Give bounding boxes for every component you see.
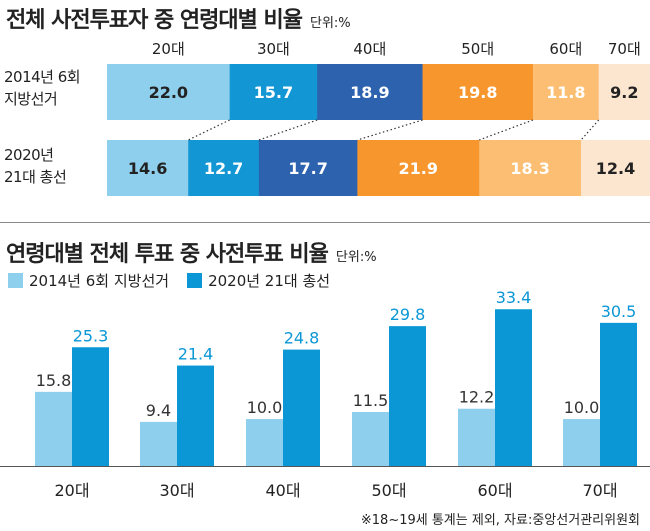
bar-value-1-3: 29.8 xyxy=(390,305,426,324)
age-label-1: 30대 xyxy=(256,40,290,58)
stack-label-0-5: 9.2 xyxy=(610,83,638,102)
stack-connector-4 xyxy=(478,119,534,141)
stack-connector-1 xyxy=(187,119,230,141)
bar-value-0-4: 12.2 xyxy=(459,388,495,407)
legend-label-2020: 2020년 21대 총선 xyxy=(208,272,331,290)
stack-label-1-1: 12.7 xyxy=(204,159,243,178)
bar-value-1-1: 21.4 xyxy=(178,345,214,364)
stack-label-1-5: 12.4 xyxy=(596,159,635,178)
stack-seg-1-0 xyxy=(107,140,189,196)
bar-0-2 xyxy=(246,419,283,466)
stack-label-1-4: 18.3 xyxy=(510,159,549,178)
chart1-title: 전체 사전투표자 중 연령대별 비율 단위:% xyxy=(6,2,351,34)
legend-label-2014: 2014년 6회 지방선거 xyxy=(29,272,170,290)
bar-1-3 xyxy=(389,326,426,466)
chart1-title-text: 전체 사전투표자 중 연령대별 비율 xyxy=(6,8,303,33)
bar-0-3 xyxy=(352,412,389,466)
bar-value-0-1: 9.4 xyxy=(146,401,171,420)
stack-seg-1-1 xyxy=(188,140,260,196)
bar-value-1-0: 25.3 xyxy=(73,326,109,345)
bar-value-0-2: 10.0 xyxy=(247,398,283,417)
stack-label-0-4: 11.8 xyxy=(546,83,585,102)
stack-seg-1-3 xyxy=(357,140,480,196)
stack-label-1-0: 14.6 xyxy=(128,159,167,178)
x-tick-label-4: 60대 xyxy=(477,481,512,500)
legend-swatch-2014 xyxy=(8,273,23,288)
bar-value-0-5: 10.0 xyxy=(564,398,600,417)
stack-seg-0-3 xyxy=(422,64,534,120)
stack-seg-1-5 xyxy=(581,140,650,196)
stack-seg-0-2 xyxy=(317,64,423,120)
stack-seg-1-4 xyxy=(479,140,582,196)
chart1-row-label-2014: 2014년 6회 지방선거 xyxy=(4,66,81,110)
stack-label-1-2: 17.7 xyxy=(288,159,327,178)
stack-label-0-2: 18.9 xyxy=(350,83,389,102)
bar-0-1 xyxy=(140,421,177,466)
stack-seg-1-2 xyxy=(258,140,358,196)
chart2-title: 연령대별 전체 투표 중 사전투표 비율 단위:% xyxy=(6,236,377,268)
row-2014-line1: 2014년 6회 xyxy=(4,68,81,86)
age-label-5: 70대 xyxy=(607,40,641,58)
x-tick-label-0: 20대 xyxy=(54,481,89,500)
footnote: ※18~19세 통계는 제외, 자료:중앙선거관리위원회 xyxy=(360,513,640,528)
x-tick-label-5: 70대 xyxy=(582,481,617,500)
row-2020-line2: 21대 총선 xyxy=(4,168,67,186)
stack-seg-0-1 xyxy=(229,64,318,120)
x-tick-label-2: 40대 xyxy=(265,481,300,500)
bar-1-0 xyxy=(72,347,109,466)
stack-label-0-0: 22.0 xyxy=(149,83,188,102)
age-label-2: 40대 xyxy=(353,40,387,58)
section-divider xyxy=(0,222,650,223)
chart2-legend: 2014년 6회 지방선거 2020년 21대 총선 xyxy=(8,270,330,291)
bar-value-0-0: 15.8 xyxy=(36,371,72,390)
legend-swatch-2020 xyxy=(187,273,203,288)
row-2014-line2: 지방선거 xyxy=(4,90,58,108)
stack-seg-0-4 xyxy=(532,64,600,120)
x-tick-label-1: 30대 xyxy=(159,481,194,500)
stack-seg-0-0 xyxy=(107,64,230,120)
bar-value-0-3: 11.5 xyxy=(353,391,389,410)
age-label-0: 20대 xyxy=(151,40,185,58)
bar-1-5 xyxy=(600,322,637,466)
bar-0-4 xyxy=(458,408,495,466)
age-label-4: 60대 xyxy=(549,40,583,58)
bar-value-1-4: 33.4 xyxy=(496,288,532,307)
age-label-3: 50대 xyxy=(461,40,495,58)
row-2020-line1: 2020년 xyxy=(4,146,54,164)
bar-value-1-5: 30.5 xyxy=(601,302,637,321)
bar-1-4 xyxy=(495,309,532,466)
chart2-unit: 단위:% xyxy=(335,250,377,265)
stack-connector-3 xyxy=(357,119,423,141)
stack-connector-2 xyxy=(258,119,318,141)
chart1-row-label-2020: 2020년 21대 총선 xyxy=(4,144,67,188)
x-tick-label-3: 50대 xyxy=(371,481,406,500)
stack-connector-5 xyxy=(580,119,600,141)
stack-label-0-3: 19.8 xyxy=(458,83,497,102)
chart1-unit: 단위:% xyxy=(310,16,351,31)
bar-1-1 xyxy=(177,365,214,466)
bar-1-2 xyxy=(283,349,320,466)
bar-0-0 xyxy=(35,391,72,466)
bar-value-1-2: 24.8 xyxy=(284,329,320,348)
stack-label-1-3: 21.9 xyxy=(399,159,438,178)
bar-0-5 xyxy=(563,419,600,466)
stack-label-0-1: 15.7 xyxy=(254,83,293,102)
stack-seg-0-5 xyxy=(598,64,650,120)
chart2-title-text: 연령대별 전체 투표 중 사전투표 비율 xyxy=(6,242,329,267)
